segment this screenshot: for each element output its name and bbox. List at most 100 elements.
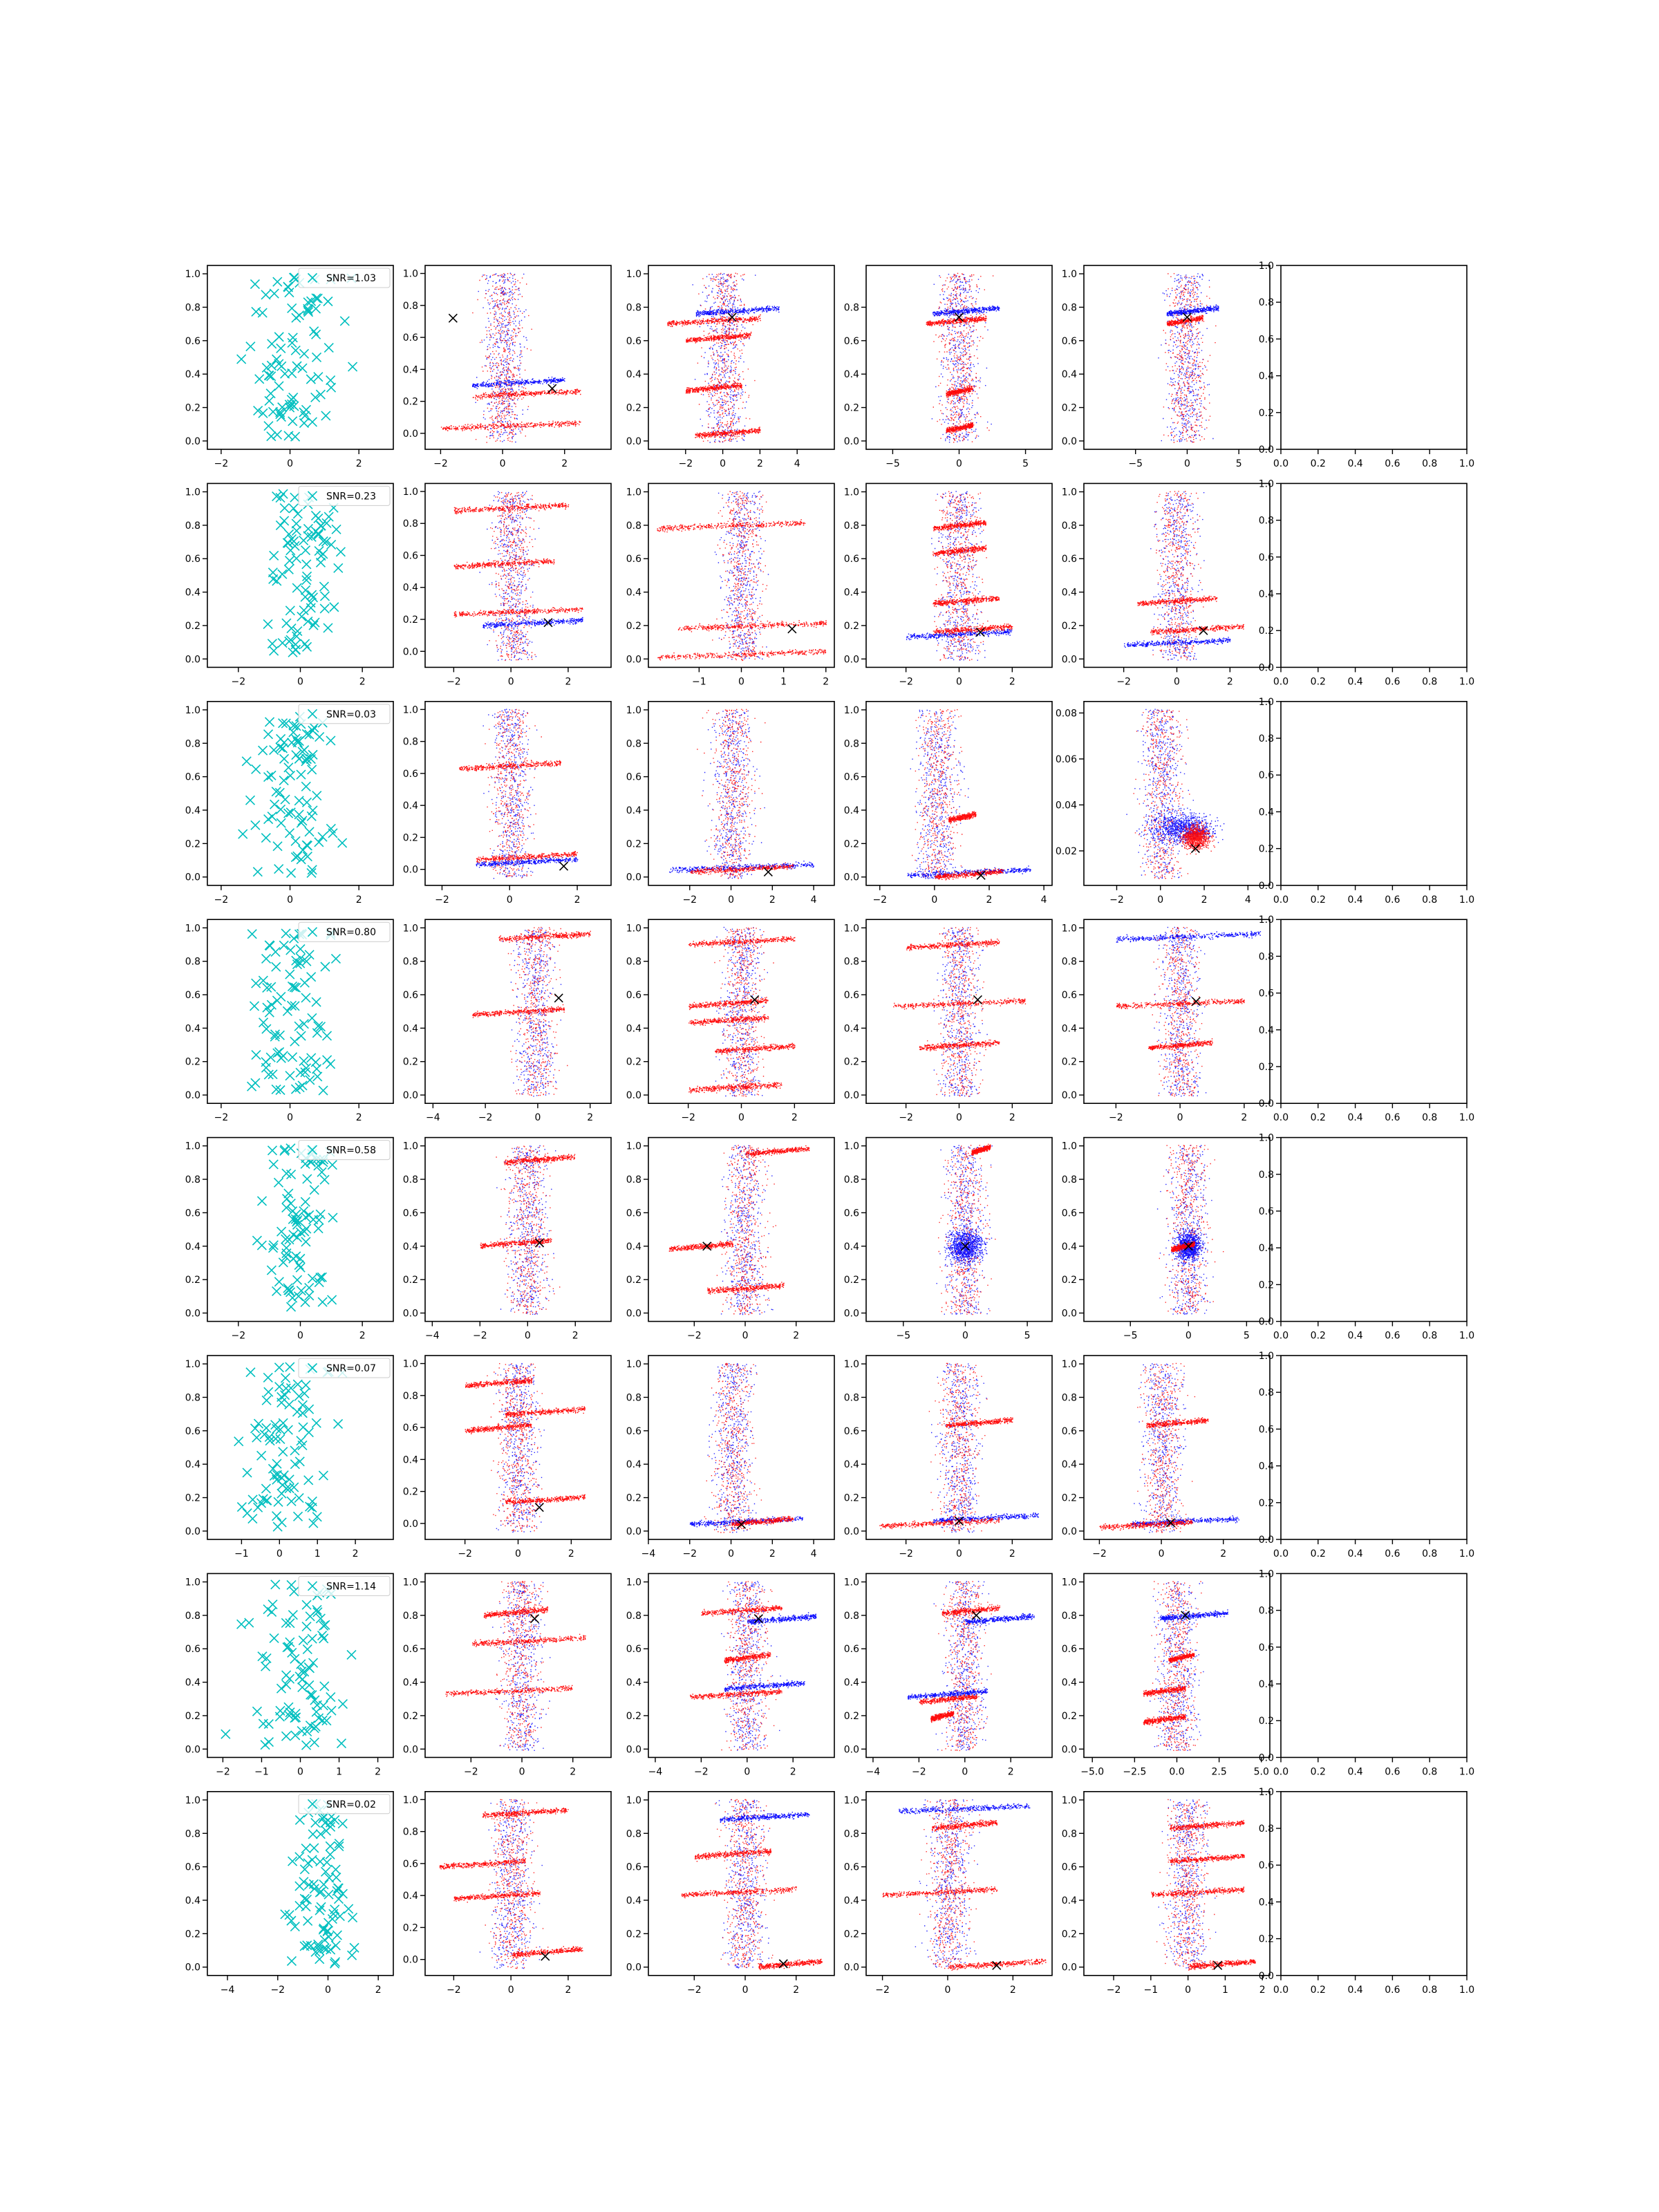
sample-point <box>274 787 285 798</box>
x-tick-label: −2 <box>1109 1112 1123 1123</box>
sample-point <box>292 959 303 970</box>
panel-r7-c1: −2 −1 0 1 2 0.0 0.2 0.4 0.6 0.8 1.0 SNR=1.14 <box>185 1573 394 1777</box>
x-tick-label: 0.0 <box>1169 1766 1184 1777</box>
band-blue <box>932 306 1000 317</box>
sample-point <box>290 1459 300 1470</box>
axes-frame <box>207 1355 394 1540</box>
x-tick-label: 2 <box>587 1112 593 1123</box>
x-tick-label: 2 <box>568 1548 574 1559</box>
sample-point <box>304 1501 315 1512</box>
legend-marker <box>307 709 318 719</box>
plot-area <box>247 928 341 1096</box>
x-tick-label: 0 <box>1184 458 1190 469</box>
sample-point <box>272 1521 283 1532</box>
y-tick-label: 1.0 <box>1259 697 1274 708</box>
sample-point <box>271 962 281 972</box>
band-red <box>472 1006 565 1018</box>
sample-point <box>297 1682 308 1692</box>
y-tick-label: 0.8 <box>1062 1174 1077 1185</box>
panel-r6-c3: −4 −2 0 2 4 0.0 0.2 0.4 0.6 0.8 1.0 <box>626 1355 835 1559</box>
plot-area <box>879 1362 1039 1533</box>
band-red <box>690 862 794 875</box>
sample-point <box>314 545 324 556</box>
sample-point <box>297 1666 307 1677</box>
y-tick-label: 0.8 <box>1062 302 1077 313</box>
sample-point <box>316 551 326 561</box>
sample-point <box>269 1633 279 1644</box>
sample-point <box>294 753 304 764</box>
band-red <box>453 1890 541 1903</box>
x-tick-label: 1.0 <box>1459 1766 1474 1777</box>
center-marker <box>750 995 760 1004</box>
band-red <box>439 1857 526 1870</box>
sample-point <box>311 329 321 339</box>
y-tick-label: 0.4 <box>1062 1895 1077 1906</box>
x-tick-label: 5 <box>1022 458 1029 469</box>
sample-point <box>269 1470 279 1481</box>
axes-frame <box>648 1355 835 1540</box>
sample-point <box>284 556 295 566</box>
y-tick-label: 0.8 <box>844 738 859 749</box>
y-tick-label: 0.2 <box>185 1057 200 1068</box>
y-tick-label: 0.4 <box>185 1678 200 1689</box>
y-tick-label: 0.4 <box>626 1459 641 1470</box>
y-tick-label: 0.4 <box>1062 1678 1077 1689</box>
band-red <box>667 314 761 328</box>
sample-point <box>288 536 299 547</box>
red-point-cloud <box>484 709 542 879</box>
sample-point <box>321 1857 332 1868</box>
y-tick-label: 1.0 <box>185 487 200 498</box>
x-tick-label: −2 <box>682 1548 697 1559</box>
x-tick-label: 0 <box>297 1331 303 1342</box>
sample-point <box>324 1873 335 1883</box>
plot-area <box>893 927 1027 1097</box>
sample-point <box>304 1680 315 1691</box>
y-tick-label: 0.2 <box>626 621 641 632</box>
y-tick-label: 0.4 <box>1062 369 1077 380</box>
plot-area <box>238 711 348 879</box>
sample-point <box>261 1483 271 1494</box>
sample-point <box>253 405 263 416</box>
sample-point <box>288 272 299 283</box>
band-blue <box>899 1803 1031 1815</box>
x-tick-label: 0 <box>508 1985 514 1996</box>
y-tick-label: 0.4 <box>844 1678 859 1689</box>
blue-point-cloud <box>721 1581 781 1751</box>
sample-point <box>299 745 310 756</box>
x-tick-label: 0 <box>515 1548 521 1559</box>
x-tick-label: 0 <box>720 458 726 469</box>
band-red <box>505 1406 585 1418</box>
sample-point <box>281 1618 291 1628</box>
panel-r6-c5: −2 0 2 0.0 0.2 0.4 0.6 0.8 1.0 <box>1062 1355 1271 1559</box>
sample-point <box>303 306 313 316</box>
y-tick-label: 0.6 <box>626 772 641 783</box>
legend-box <box>298 1358 391 1378</box>
y-tick-label: 0.8 <box>185 738 200 749</box>
sample-point <box>300 585 311 595</box>
sample-point <box>285 945 296 955</box>
axes-frame <box>1280 700 1468 886</box>
x-tick-label: 5 <box>1024 1331 1031 1342</box>
sample-point <box>274 1030 285 1040</box>
x-tick-label: 0.8 <box>1422 894 1437 906</box>
sample-point <box>290 1921 300 1932</box>
y-tick-label: 0.8 <box>403 1174 418 1185</box>
band-red <box>919 1039 1000 1051</box>
axes-frame <box>1280 1136 1468 1322</box>
sample-point <box>268 574 279 584</box>
x-tick-label: 0.2 <box>1311 1548 1326 1559</box>
sample-point <box>303 523 314 534</box>
sample-point <box>313 372 324 382</box>
sample-point <box>334 1841 344 1852</box>
sample-point <box>250 1423 261 1434</box>
y-tick-label: 0.0 <box>1259 1535 1274 1546</box>
axes-frame <box>865 482 1053 668</box>
sample-point <box>266 431 276 442</box>
x-tick-label: 2 <box>1259 1985 1266 1996</box>
sample-point <box>304 1291 315 1301</box>
sample-point <box>332 1886 342 1896</box>
y-tick-label: 0.0 <box>844 1744 859 1755</box>
band-red <box>688 1082 782 1094</box>
plot-area <box>926 272 1000 443</box>
y-tick-label: 0.2 <box>626 1057 641 1068</box>
